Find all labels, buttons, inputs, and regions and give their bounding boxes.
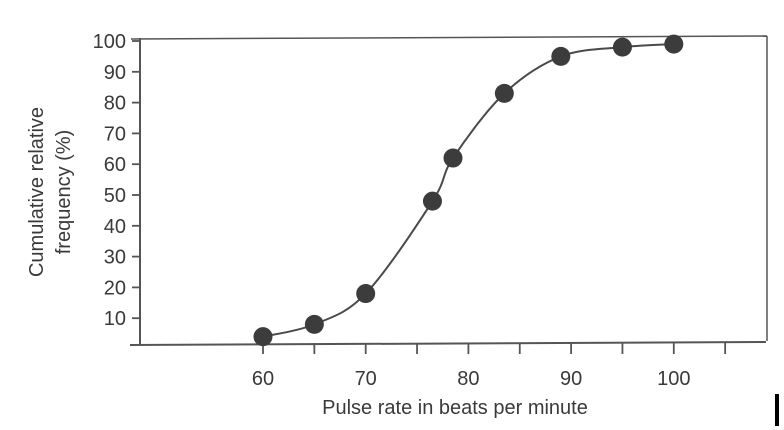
data-point-marker xyxy=(494,83,514,103)
data-point-marker xyxy=(356,284,376,304)
data-point-marker xyxy=(304,314,324,334)
y-tick-label: 50 xyxy=(104,185,126,207)
y-tick-label: 30 xyxy=(104,247,126,269)
data-point-marker xyxy=(612,37,632,57)
y-tick-label: 90 xyxy=(104,62,126,84)
x-tick-label: 60 xyxy=(252,368,274,390)
x-axis-title: Pulse rate in beats per minute xyxy=(322,397,588,419)
x-tick-label: 90 xyxy=(560,368,582,390)
data-point-marker xyxy=(253,327,273,347)
y-axis-title-line2: frequency (%) xyxy=(53,130,75,255)
y-tick-label: 80 xyxy=(104,93,126,115)
data-point-marker xyxy=(422,191,442,211)
x-tick-label: 100 xyxy=(657,368,690,390)
data-point-marker xyxy=(664,34,684,54)
x-axis: 60 70 80 90 100 xyxy=(252,343,727,390)
y-axis: 10 20 30 40 50 60 70 80 90 100 xyxy=(93,31,140,330)
x-tick-label: 70 xyxy=(355,368,377,390)
data-point-marker xyxy=(443,148,463,168)
y-tick-label: 40 xyxy=(104,216,126,238)
y-axis-title-line1: Cumulative relative xyxy=(26,107,48,277)
y-tick-label: 100 xyxy=(93,31,126,53)
data-point-marker xyxy=(551,46,571,66)
plot-frame xyxy=(129,35,768,346)
ogive-curve xyxy=(262,43,674,338)
y-tick-label: 70 xyxy=(104,123,126,145)
data-points xyxy=(253,34,684,347)
y-tick-label: 10 xyxy=(104,308,126,330)
y-tick-label: 20 xyxy=(104,277,126,299)
scan-artifact-bar xyxy=(775,394,779,426)
x-tick-label: 80 xyxy=(457,368,479,390)
y-tick-label: 60 xyxy=(104,154,126,176)
